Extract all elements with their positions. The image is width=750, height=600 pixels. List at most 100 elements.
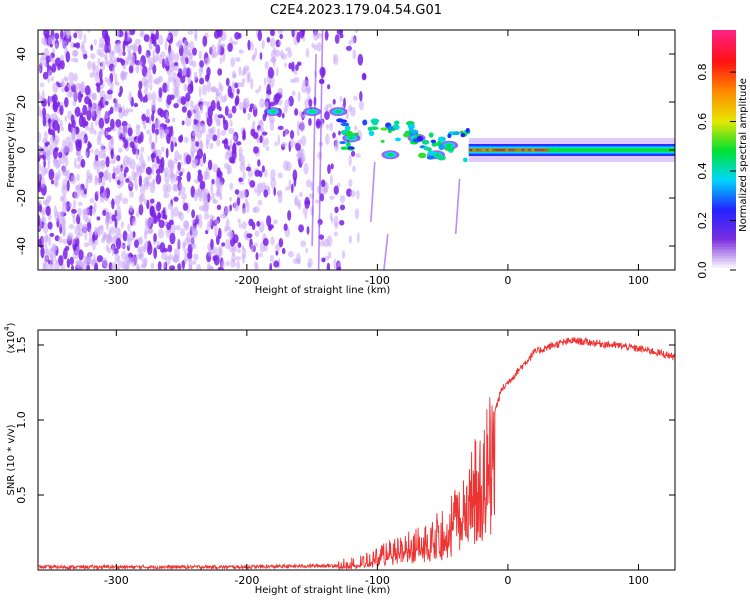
spectrogram-noise-cell bbox=[98, 225, 104, 230]
spectrogram-noise-cell bbox=[253, 260, 258, 269]
spectrogram-noise-cell bbox=[146, 218, 152, 229]
spectrogram-noise-cell bbox=[150, 262, 155, 269]
spectrogram-noise-cell bbox=[267, 67, 274, 79]
spectrogram-noise-cell bbox=[76, 173, 80, 182]
spectrogram-noise-cell bbox=[52, 48, 56, 54]
spectrogram-noise-cell bbox=[273, 186, 277, 196]
colorbar-label: Normalized spectral amplitude bbox=[738, 78, 749, 232]
spectrogram-noise-cell bbox=[38, 145, 41, 157]
spectrogram-noise-cell bbox=[58, 255, 64, 267]
colorbar-step bbox=[712, 102, 736, 106]
colorbar-step bbox=[712, 60, 736, 64]
spectrogram-noise-cell bbox=[141, 159, 146, 170]
spectrogram-noise-cell bbox=[330, 216, 334, 224]
spectrogram-noise-cell bbox=[100, 60, 106, 72]
colorbar-step bbox=[712, 198, 736, 202]
spectrogram-y-tick-label: 0 bbox=[15, 147, 28, 154]
colorbar-step bbox=[712, 228, 736, 232]
spectrogram-noise-cell bbox=[348, 154, 352, 167]
spectrogram-y-tick-label: 20 bbox=[15, 95, 28, 109]
spectrogram-noise-cell bbox=[298, 224, 304, 233]
spectrogram-noise-cell bbox=[237, 242, 242, 249]
spectrogram-noise-cell bbox=[294, 197, 298, 206]
spectrogram-noise-cell bbox=[197, 188, 204, 198]
spectrogram-noise-cell bbox=[174, 52, 180, 62]
spectrogram-noise-cell bbox=[202, 35, 208, 47]
spectrogram-noise-cell bbox=[149, 205, 155, 218]
spectrogram-noise-cell bbox=[104, 32, 109, 44]
spectrogram-noise-cell bbox=[157, 213, 162, 219]
spectrogram-noise-cell bbox=[43, 234, 49, 244]
spectrogram-noise-cell bbox=[324, 30, 329, 41]
spectrogram-noise-cell bbox=[77, 207, 82, 218]
spectrogram-noise-cell bbox=[64, 85, 69, 93]
spectrogram-noise-cell bbox=[209, 142, 214, 150]
spectrogram-noise-cell bbox=[210, 238, 214, 250]
spectrogram-transition-cell bbox=[421, 139, 430, 145]
spectrogram-noise-cell bbox=[62, 238, 68, 245]
spectrogram-noise-cell bbox=[133, 102, 139, 108]
spectrogram-noise-cell bbox=[324, 111, 330, 120]
spectrogram-noise-cell bbox=[111, 214, 117, 222]
spectrogram-noise-cell bbox=[92, 61, 96, 71]
spectrogram-noise-cell bbox=[89, 197, 95, 204]
spectrogram-noise-cell bbox=[102, 189, 107, 200]
spectrogram-noise-cell bbox=[69, 256, 74, 266]
spectrogram-noise-cell bbox=[199, 60, 204, 68]
colorbar-step bbox=[712, 36, 736, 40]
spectrogram-noise-cell bbox=[352, 165, 356, 173]
spectrogram-noise-cell bbox=[40, 246, 45, 259]
spectrogram-noise-cell bbox=[191, 209, 196, 219]
spectrogram-noise-cell bbox=[255, 89, 260, 94]
spectrogram-noise-cell bbox=[202, 101, 209, 106]
spectrogram-noise-cell bbox=[353, 95, 358, 101]
spectrogram-noise-cell bbox=[212, 134, 218, 142]
spectrogram-noise-cell bbox=[210, 183, 214, 195]
spectrogram-noise-cell bbox=[105, 265, 108, 270]
spectrogram-noise-cell bbox=[285, 186, 290, 191]
spectrogram-noise-cell bbox=[275, 66, 279, 77]
spectrogram-noise-cell bbox=[333, 258, 337, 270]
spectrogram-noise-cell bbox=[116, 205, 121, 217]
spectrogram-noise-cell bbox=[277, 30, 284, 35]
spectrogram-noise-cell bbox=[85, 151, 89, 157]
spectrogram-noise-cell bbox=[261, 165, 265, 173]
spectrogram-noise-cell bbox=[147, 72, 153, 85]
spectrogram-noise-cell bbox=[97, 105, 101, 114]
spectrogram-noise-cell bbox=[98, 150, 104, 159]
spectrogram-noise-cell bbox=[151, 101, 156, 111]
spectrogram-noise-cell bbox=[332, 54, 336, 64]
spectrogram-noise-cell bbox=[68, 71, 75, 83]
spectrogram-noise-cell bbox=[200, 103, 204, 114]
spectrogram-noise-cell bbox=[127, 223, 131, 232]
spectrogram-noise-cell bbox=[62, 178, 68, 191]
spectrogram-noise-cell bbox=[99, 160, 106, 170]
spectrogram-noise-cell bbox=[230, 57, 236, 68]
spectrogram-noise-cell bbox=[111, 235, 117, 246]
spectrogram-noise-cell bbox=[71, 50, 78, 57]
spectrogram-noise-cell bbox=[64, 145, 71, 153]
spectrogram-transition-cell bbox=[344, 125, 351, 132]
spectrogram-noise-cell bbox=[76, 185, 79, 191]
spectrogram-noise-cell bbox=[202, 193, 209, 205]
colorbar-tick-label: 0.2 bbox=[696, 212, 709, 230]
spectrogram-noise-cell bbox=[44, 256, 48, 263]
spectrogram-noise-cell bbox=[78, 249, 84, 261]
spectrogram-noise-cell bbox=[227, 164, 233, 175]
spectrogram-noise-cell bbox=[173, 196, 179, 202]
spectrogram-noise-cell bbox=[155, 30, 159, 40]
spectrogram-noise-cell bbox=[308, 118, 312, 126]
spectrogram-noise-cell bbox=[75, 42, 81, 49]
spectrogram-noise-cell bbox=[198, 219, 203, 229]
spectrogram-transition-cell bbox=[353, 132, 359, 136]
spectrogram-noise-cell bbox=[236, 88, 240, 95]
spectrogram-noise-cell bbox=[215, 235, 220, 246]
spectrogram-noise-cell bbox=[277, 172, 283, 179]
colorbar-step bbox=[712, 129, 736, 133]
spectrogram-noise-cell bbox=[238, 102, 244, 110]
spectrogram-noise-cell bbox=[91, 93, 97, 99]
spectrogram-noise-cell bbox=[43, 131, 48, 142]
spectrogram-noise-cell bbox=[234, 189, 240, 195]
spectrogram-noise-cell bbox=[72, 250, 79, 260]
spectrogram-noise-cell bbox=[129, 30, 136, 36]
